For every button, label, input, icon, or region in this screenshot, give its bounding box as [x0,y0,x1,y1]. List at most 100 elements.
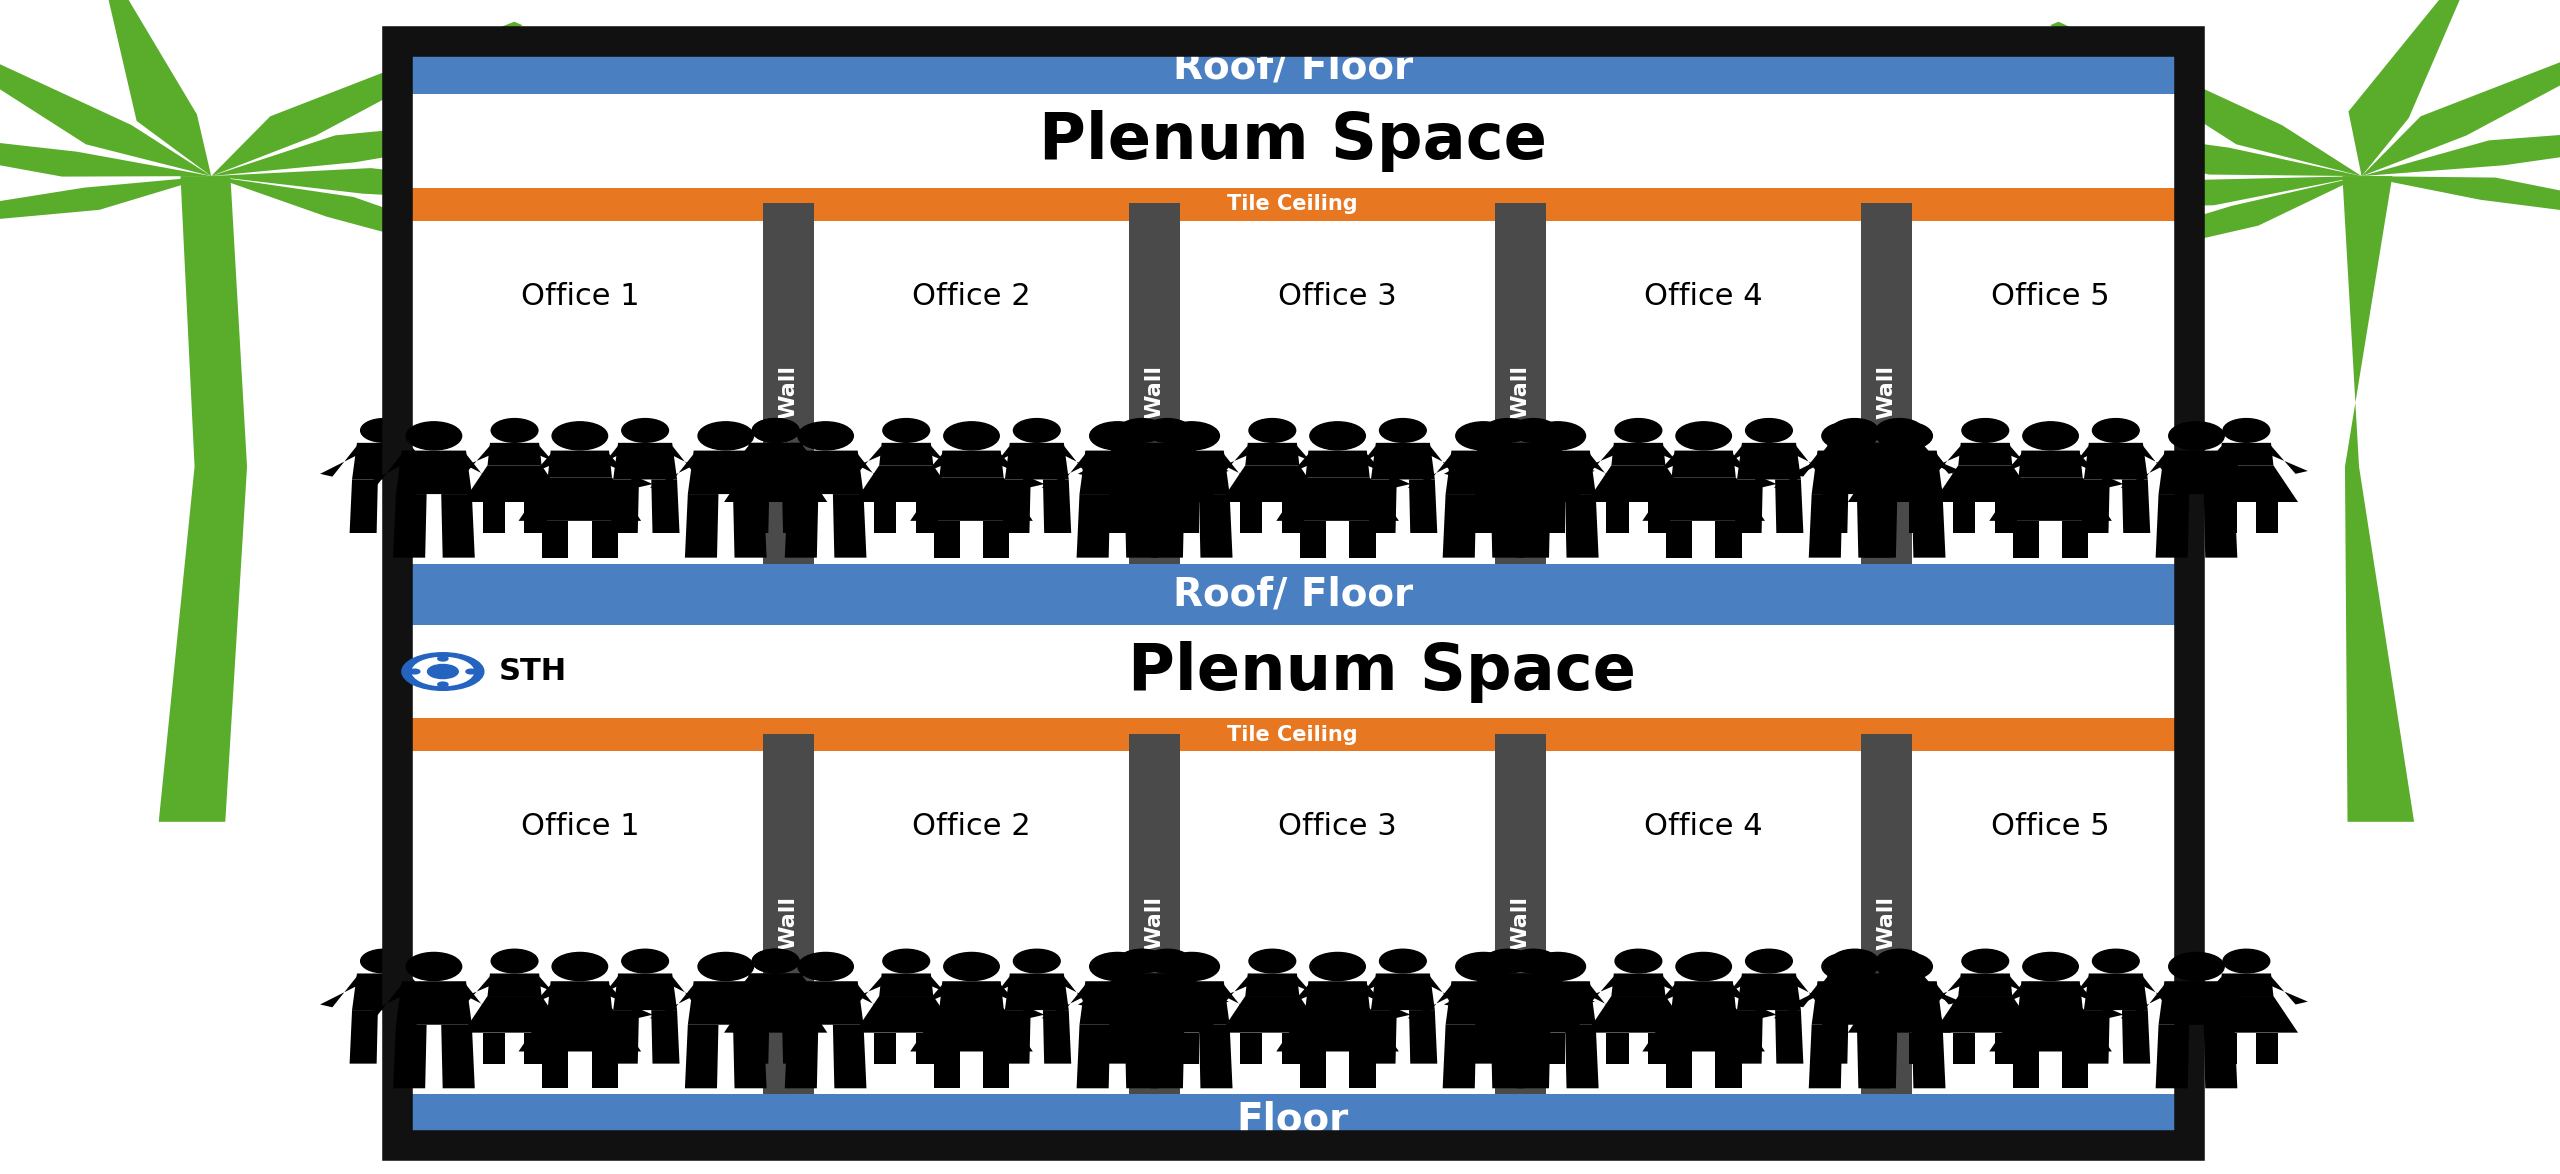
Polygon shape [1042,479,1070,533]
Polygon shape [1848,176,2363,214]
Ellipse shape [2092,950,2140,973]
Polygon shape [1649,1033,1669,1064]
Polygon shape [1521,981,1595,1025]
Text: Wall: Wall [1876,365,1897,419]
Text: Wall: Wall [1144,365,1165,419]
Ellipse shape [2092,419,2140,443]
Ellipse shape [945,421,998,450]
Polygon shape [1882,985,1925,1021]
Polygon shape [1672,451,1736,478]
Polygon shape [2010,977,2048,1005]
Polygon shape [983,521,1009,558]
Text: Floor: Floor [1236,1100,1349,1139]
Ellipse shape [1485,419,1531,443]
Polygon shape [581,977,617,1007]
Polygon shape [2012,521,2038,558]
Polygon shape [486,973,543,996]
Polygon shape [1004,1010,1032,1064]
Polygon shape [1211,446,1247,474]
Polygon shape [2081,1010,2109,1064]
Text: Office 2: Office 2 [911,282,1032,311]
Polygon shape [899,985,942,1018]
Polygon shape [786,1025,819,1088]
Polygon shape [1065,446,1101,477]
Ellipse shape [2022,952,2079,980]
Polygon shape [712,446,748,477]
Polygon shape [1925,446,1961,474]
Polygon shape [614,973,676,1010]
Bar [1495,734,1546,1094]
Polygon shape [1078,977,1114,1007]
Polygon shape [878,973,934,996]
Polygon shape [1503,1033,1523,1064]
Polygon shape [1178,502,1198,533]
Polygon shape [463,996,566,1033]
Polygon shape [1078,494,1111,558]
Polygon shape [1869,1033,1889,1064]
Polygon shape [2255,502,2278,533]
Polygon shape [2084,443,2148,479]
Polygon shape [1042,454,1085,491]
Circle shape [438,656,448,661]
Ellipse shape [1380,950,1426,973]
Polygon shape [1505,973,1562,996]
Polygon shape [1518,1025,1551,1088]
Polygon shape [714,446,750,474]
Polygon shape [1170,977,1206,1007]
Polygon shape [1155,981,1229,1025]
Polygon shape [1933,996,2038,1033]
Ellipse shape [1876,419,1923,443]
Polygon shape [1339,977,1375,1007]
Polygon shape [1152,494,1185,558]
Polygon shape [1912,1025,1946,1088]
Polygon shape [1736,1010,1764,1064]
Polygon shape [1910,502,1930,533]
Polygon shape [520,478,640,521]
Polygon shape [453,446,489,474]
Polygon shape [1306,451,1370,478]
Polygon shape [2079,985,2125,1018]
Text: Office 5: Office 5 [1992,282,2109,311]
Polygon shape [1994,502,2017,533]
Ellipse shape [361,950,407,973]
Ellipse shape [753,419,799,443]
Polygon shape [1367,985,1411,1018]
Polygon shape [1224,985,1267,1021]
Polygon shape [389,479,417,533]
Polygon shape [1170,446,1206,477]
Polygon shape [1516,985,1559,1021]
Polygon shape [507,454,550,487]
Polygon shape [1610,973,1667,996]
Ellipse shape [945,952,998,980]
Polygon shape [2017,981,2084,1008]
Ellipse shape [1380,419,1426,443]
Polygon shape [1644,478,1764,521]
Polygon shape [2156,494,2189,558]
Bar [1129,734,1180,1094]
Polygon shape [548,451,612,478]
Polygon shape [525,1033,545,1064]
Ellipse shape [1876,421,1933,450]
Polygon shape [1608,502,1628,533]
Polygon shape [1861,479,1889,533]
Polygon shape [102,0,210,176]
Polygon shape [1372,443,1434,479]
Polygon shape [1792,446,1828,477]
Polygon shape [2255,1033,2278,1064]
Polygon shape [1482,985,1526,1021]
Polygon shape [1848,996,1951,1033]
Polygon shape [1544,502,1564,533]
Ellipse shape [407,952,461,980]
Polygon shape [1590,985,1633,1021]
Polygon shape [1178,1033,1198,1064]
Ellipse shape [1510,419,1556,443]
Polygon shape [2143,446,2179,477]
Polygon shape [1664,977,1700,1005]
Ellipse shape [1830,950,1879,973]
Polygon shape [650,454,694,491]
Polygon shape [983,1052,1009,1088]
Polygon shape [1900,103,2363,176]
Ellipse shape [1119,419,1165,443]
Bar [397,188,2189,221]
Polygon shape [1137,502,1157,533]
